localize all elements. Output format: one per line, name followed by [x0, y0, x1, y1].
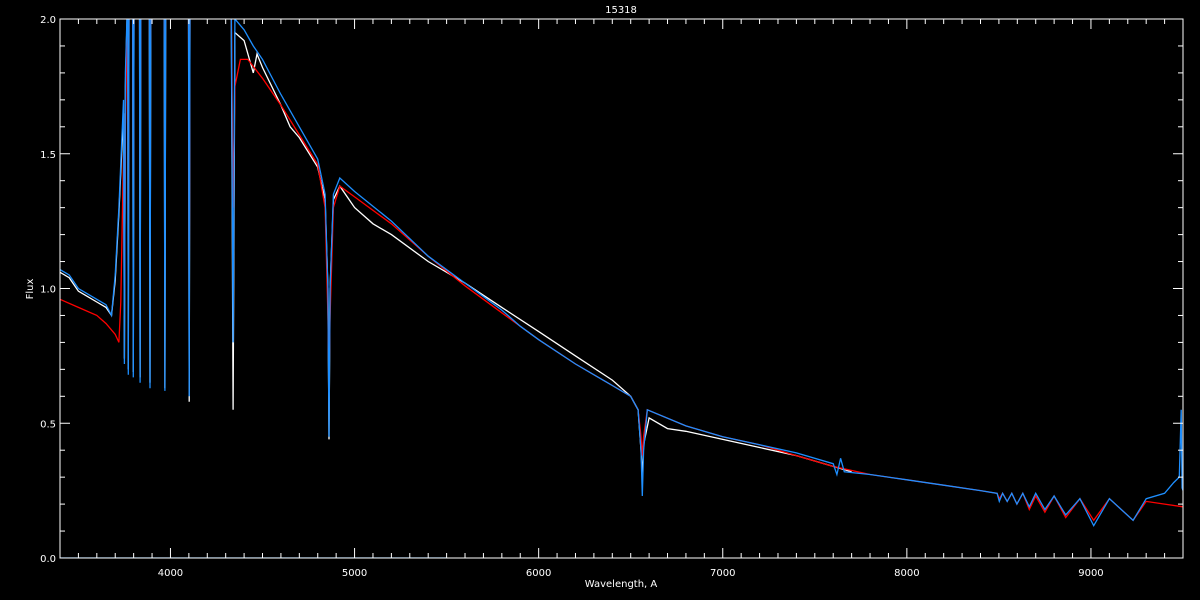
x-tick-label: 4000: [158, 568, 183, 579]
y-tick-label: 0.0: [40, 554, 56, 565]
y-tick-label: 2.0: [40, 15, 56, 26]
series-line-2: [60, 19, 1183, 528]
series-group: [60, 19, 1183, 558]
x-tick-label: 5000: [342, 568, 367, 579]
y-tick-label: 0.5: [40, 419, 56, 430]
y-axis-label: Flux: [25, 279, 36, 300]
x-tick-label: 7000: [710, 568, 735, 579]
axes: 4000 5000 6000 7000 8000 9000 0.0 0.5 1.0 1.5 2.0: [40, 15, 1184, 579]
y-tick-label: 1.5: [40, 150, 56, 161]
x-tick-label: 6000: [526, 568, 551, 579]
chart-title: 15318: [605, 5, 637, 16]
x-axis-label: Wavelength, A: [585, 579, 658, 590]
x-tick-label: 9000: [1078, 568, 1103, 579]
x-tick-label: 8000: [894, 568, 919, 579]
y-tick-label: 1.0: [40, 285, 56, 296]
